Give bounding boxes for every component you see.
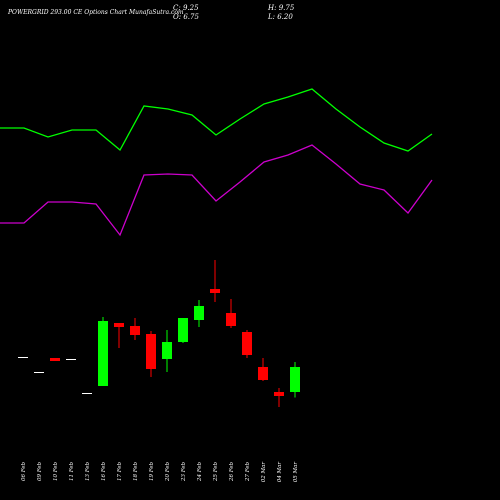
info-open: O: 6.75: [173, 13, 199, 21]
candle-body: [50, 358, 60, 361]
candle-body: [146, 334, 156, 369]
chart-title: POWERGRID 293.00 CE Options Chart Munafa…: [7, 9, 184, 16]
candle-body: [210, 289, 220, 293]
x-tick-label: 26 Feb: [229, 462, 235, 483]
x-tick-label: 13 Feb: [85, 462, 91, 482]
candle-body: [114, 323, 124, 327]
x-tick-label: 04 Mar: [277, 462, 283, 483]
candle-body: [258, 367, 268, 380]
x-tick-label: 16 Feb: [101, 462, 107, 482]
candle-body: [18, 357, 28, 358]
x-tick-label: 27 Feb: [245, 462, 251, 483]
candle-body: [82, 393, 92, 394]
indicator-line: [0, 88, 433, 152]
indicator-line: [0, 144, 433, 237]
candle-body: [290, 367, 300, 392]
candle-body: [34, 372, 44, 373]
x-tick-label: 18 Feb: [133, 462, 139, 482]
x-tick-label: 20 Feb: [165, 462, 171, 483]
candle-body: [242, 332, 252, 355]
x-tick-label: 02 Mar: [261, 462, 267, 483]
info-low: L: 6.20: [267, 13, 293, 21]
x-tick-label: 24 Feb: [197, 462, 203, 483]
candle-body: [274, 392, 284, 396]
info-close: C: 9.25: [173, 4, 199, 12]
candle-body: [130, 326, 140, 335]
info-high: H: 9.75: [267, 4, 295, 12]
candle-body: [226, 313, 236, 326]
x-tick-label: 09 Feb: [37, 462, 43, 482]
x-tick-label: 06 Feb: [21, 462, 27, 482]
x-tick-label: 19 Feb: [149, 462, 155, 482]
candle-body: [162, 342, 172, 359]
candle-body: [194, 306, 204, 320]
x-tick-label: 10 Feb: [53, 462, 59, 482]
x-tick-label: 17 Feb: [117, 462, 123, 482]
x-tick-label: 23 Feb: [181, 462, 187, 483]
candle-body: [66, 359, 76, 360]
x-tick-label: 25 Feb: [213, 462, 219, 483]
candle-body: [178, 318, 188, 342]
candle-body: [98, 321, 108, 386]
x-tick-label: 11 Feb: [69, 462, 75, 482]
x-tick-label: 05 Mar: [293, 462, 299, 483]
